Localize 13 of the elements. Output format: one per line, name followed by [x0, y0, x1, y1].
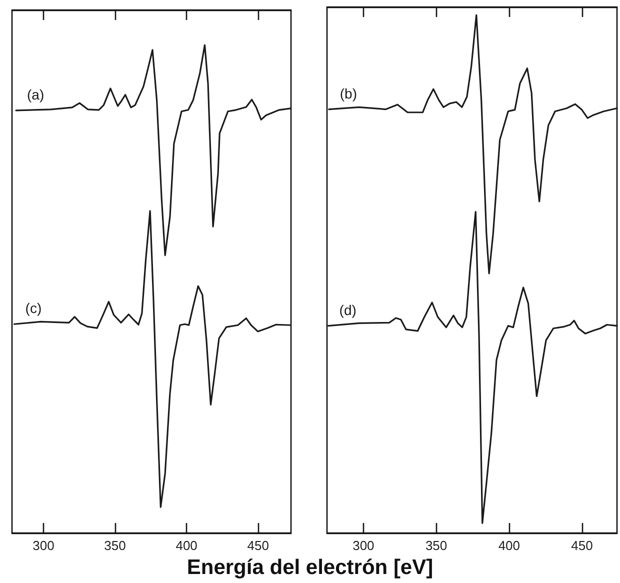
x-tick-label: 450 [247, 538, 269, 553]
x-tick-label: 400 [176, 538, 198, 553]
series-label: (d) [339, 302, 356, 318]
x-tick-label: 350 [104, 538, 126, 553]
x-axis-title: Energía del electrón [eV] [186, 556, 434, 580]
x-tick-label: 450 [571, 538, 593, 553]
x-tick-label: 350 [425, 538, 448, 553]
x-tick-label: 300 [32, 538, 54, 553]
series-label: (a) [27, 86, 44, 102]
series-label: (b) [340, 85, 358, 102]
series-label: (c) [25, 300, 42, 316]
x-tick-label: 300 [352, 538, 374, 553]
x-tick-label: 400 [498, 538, 520, 553]
